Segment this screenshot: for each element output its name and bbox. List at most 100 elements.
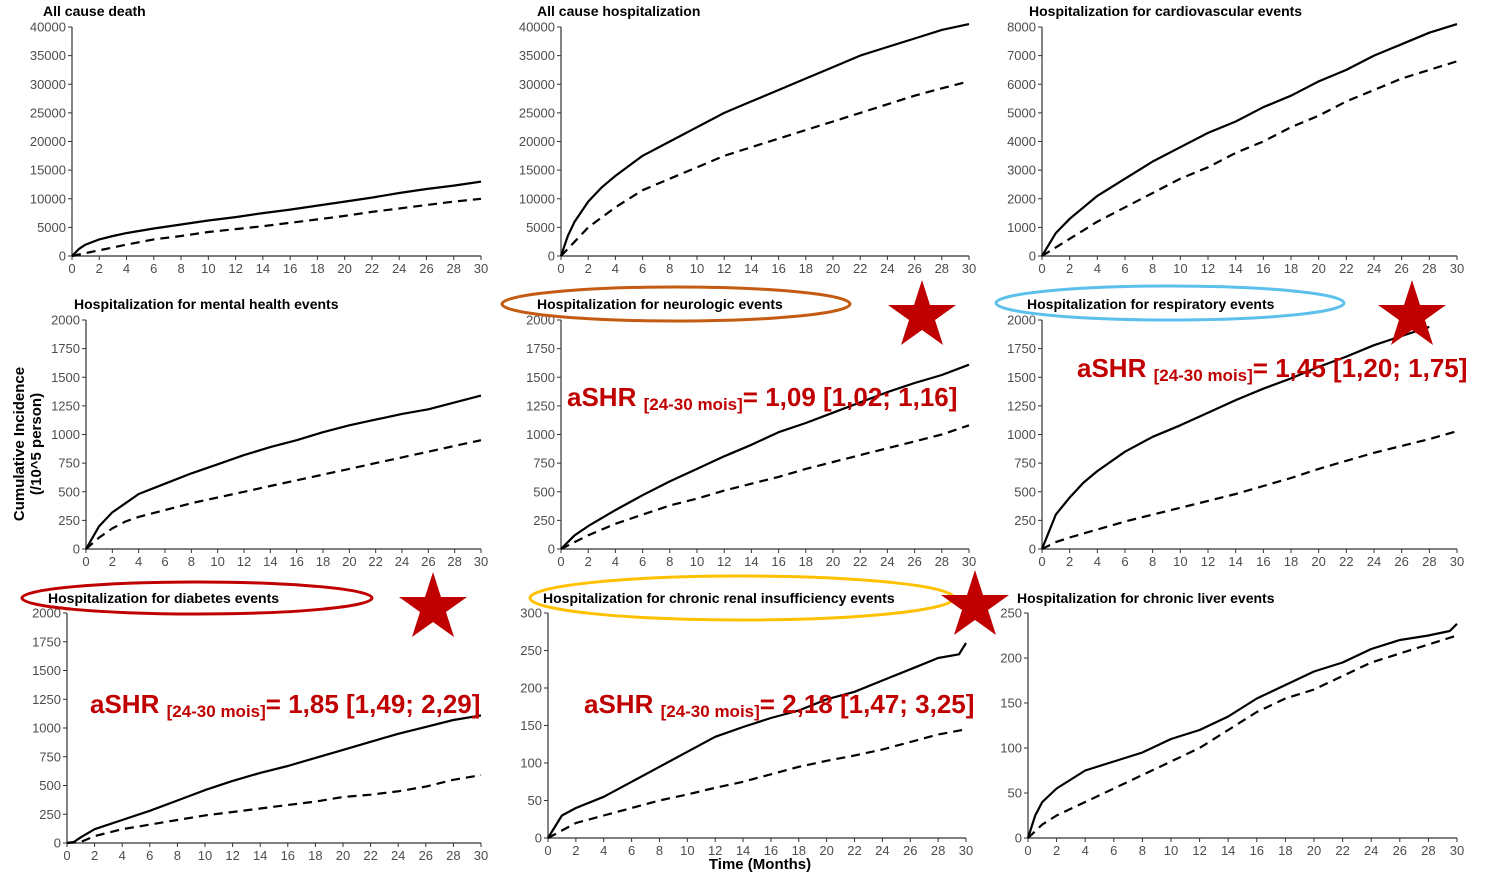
y-tick-label: 0	[1029, 542, 1036, 557]
panel-1: All cause death 0 5000 10000 15000 20000 25000…	[30, 3, 488, 276]
y-tick-label: 15000	[30, 163, 66, 178]
y-tick-label: 1250	[526, 398, 555, 413]
highlight-ellipse-resp	[994, 284, 1346, 322]
y-tick-label: 20000	[30, 134, 66, 149]
x-tick-label: 18	[310, 261, 324, 276]
x-tick-label: 4	[119, 848, 126, 863]
x-tick-label: 6	[628, 843, 635, 858]
x-tick-label: 8	[1149, 554, 1156, 569]
x-tick-label: 24	[880, 554, 894, 569]
panel-title: Hospitalization for chronic renal insuff…	[543, 590, 895, 606]
series-line-dashed	[547, 728, 967, 839]
x-tick-label: 12	[225, 848, 239, 863]
y-tick-label: 1250	[1007, 398, 1036, 413]
x-tick-label: 28	[446, 261, 460, 276]
x-tick-label: 8	[666, 261, 673, 276]
x-tick-label: 8	[656, 843, 663, 858]
x-tick-label: 10	[690, 554, 704, 569]
x-tick-label: 22	[853, 554, 867, 569]
x-tick-label: 14	[744, 261, 758, 276]
series-line-solid	[85, 394, 482, 550]
x-tick-label: 30	[474, 261, 488, 276]
x-tick-label: 22	[365, 261, 379, 276]
x-tick-label: 8	[188, 554, 195, 569]
x-tick-label: 20	[337, 261, 351, 276]
x-tick-label: 22	[368, 554, 382, 569]
x-tick-label: 2	[1066, 261, 1073, 276]
x-tick-label: 10	[201, 261, 215, 276]
panel-4: Hospitalization for mental health events…	[51, 296, 488, 569]
y-tick-label: 1000	[526, 427, 555, 442]
x-tick-label: 4	[600, 843, 607, 858]
panel-title: Hospitalization for diabetes events	[48, 590, 279, 606]
y-tick-label: 150	[520, 718, 542, 733]
y-tick-label: 200	[1000, 651, 1022, 666]
panel-title: All cause death	[43, 3, 146, 19]
y-tick-label: 50	[528, 793, 542, 808]
x-tick-label: 24	[391, 848, 405, 863]
x-tick-label: 26	[419, 848, 433, 863]
y-tick-label: 750	[39, 749, 61, 764]
x-tick-label: 28	[935, 554, 949, 569]
x-tick-label: 18	[308, 848, 322, 863]
x-tick-label: 14	[253, 848, 267, 863]
x-tick-label: 2	[109, 554, 116, 569]
x-tick-label: 12	[228, 261, 242, 276]
highlight-ellipse-neuro	[500, 285, 852, 323]
x-tick-label: 30	[1450, 261, 1464, 276]
x-tick-label: 12	[1192, 843, 1206, 858]
ashr-annotation-renal: aSHR [24-30 mois]= 2,18 [1,47; 3,25]	[584, 689, 974, 721]
y-tick-label: 1750	[51, 341, 80, 356]
y-tick-label: 5000	[37, 220, 66, 235]
x-tick-label: 16	[1256, 261, 1270, 276]
x-tick-label: 0	[68, 261, 75, 276]
panel-9: Hospitalization for chronic liver events…	[1000, 590, 1464, 858]
x-tick-label: 20	[1311, 554, 1325, 569]
series-line-solid	[547, 642, 967, 839]
panel-title: Hospitalization for cardiovascular event…	[1029, 3, 1302, 19]
x-tick-label: 26	[907, 261, 921, 276]
y-tick-label: 10000	[519, 191, 555, 206]
highlight-ellipse-diab	[20, 580, 374, 616]
panel-title: Hospitalization for chronic liver events	[1017, 590, 1275, 606]
x-tick-label: 6	[639, 554, 646, 569]
x-tick-label: 16	[283, 261, 297, 276]
y-tick-label: 30000	[30, 77, 66, 92]
y-tick-label: 25000	[30, 105, 66, 120]
y-tick-label: 2000	[1007, 191, 1036, 206]
x-tick-label: 26	[421, 554, 435, 569]
y-tick-label: 250	[58, 513, 80, 528]
y-tick-label: 0	[54, 836, 61, 851]
x-tick-label: 30	[1450, 554, 1464, 569]
y-tick-label: 35000	[30, 48, 66, 63]
x-tick-label: 24	[1364, 843, 1378, 858]
y-tick-label: 1250	[32, 692, 61, 707]
x-tick-label: 8	[666, 554, 673, 569]
panel-title: Hospitalization for mental health events	[74, 296, 339, 312]
x-tick-label: 6	[146, 848, 153, 863]
x-tick-label: 0	[557, 554, 564, 569]
x-tick-label: 18	[792, 843, 806, 858]
y-tick-label: 30000	[519, 77, 555, 92]
series-line-solid	[560, 363, 970, 550]
x-tick-label: 12	[237, 554, 251, 569]
x-tick-label: 18	[799, 261, 813, 276]
y-tick-label: 4000	[1007, 134, 1036, 149]
y-tick-label: 40000	[30, 20, 66, 35]
x-tick-label: 10	[1173, 554, 1187, 569]
x-tick-label: 26	[419, 261, 433, 276]
series-line-solid	[559, 23, 970, 257]
series-line-solid	[1040, 325, 1430, 550]
series-line-dashed	[560, 424, 970, 550]
x-tick-label: 28	[1422, 261, 1436, 276]
x-tick-label: 12	[717, 554, 731, 569]
x-tick-label: 26	[907, 554, 921, 569]
y-tick-label: 500	[1014, 484, 1036, 499]
x-tick-label: 0	[1038, 554, 1045, 569]
x-tick-label: 28	[935, 261, 949, 276]
y-axis-title-line2: (/10^5 person)	[28, 393, 45, 495]
x-tick-label: 20	[826, 261, 840, 276]
y-tick-label: 1500	[51, 370, 80, 385]
x-tick-label: 8	[177, 261, 184, 276]
